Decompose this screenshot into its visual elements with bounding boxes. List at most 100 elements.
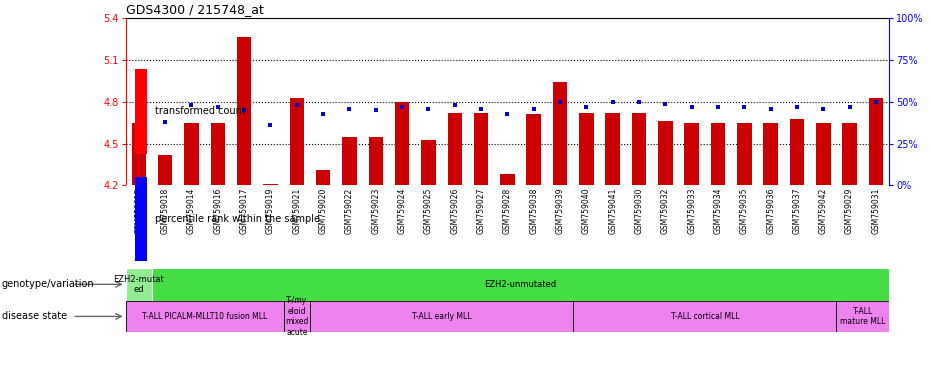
Bar	[573, 301, 836, 332]
Bar	[869, 98, 884, 185]
Text: percentile rank within the sample: percentile rank within the sample	[155, 214, 319, 224]
Point	[869, 99, 884, 105]
Bar	[263, 184, 277, 185]
Bar	[184, 123, 198, 185]
Point	[579, 104, 594, 110]
Text: GSM759018: GSM759018	[161, 188, 169, 234]
Text: GSM759017: GSM759017	[239, 188, 249, 234]
Point	[342, 106, 357, 112]
Bar	[553, 83, 567, 185]
Bar	[789, 119, 804, 185]
Bar	[684, 123, 699, 185]
Text: GSM759014: GSM759014	[187, 188, 196, 234]
Point	[421, 106, 436, 112]
Text: EZH2-mutat
ed: EZH2-mutat ed	[114, 275, 164, 294]
Text: GSM759034: GSM759034	[713, 188, 722, 235]
Text: disease state: disease state	[2, 311, 67, 321]
Bar	[836, 301, 889, 332]
Text: GSM759024: GSM759024	[398, 188, 407, 234]
Point	[553, 99, 568, 105]
Text: GSM759039: GSM759039	[556, 188, 564, 235]
Bar	[126, 268, 152, 301]
Text: GSM759035: GSM759035	[740, 188, 749, 235]
Bar	[310, 301, 573, 332]
Text: GSM759031: GSM759031	[871, 188, 881, 234]
Text: GSM759016: GSM759016	[213, 188, 223, 234]
Point	[843, 104, 857, 110]
Point	[316, 111, 331, 117]
Text: GSM759037: GSM759037	[792, 188, 802, 235]
Point	[789, 104, 804, 110]
Bar	[579, 113, 594, 185]
Text: GSM759028: GSM759028	[503, 188, 512, 234]
Text: T-ALL
mature MLL: T-ALL mature MLL	[840, 307, 885, 326]
Text: T-/my
eloid
mixed
acute: T-/my eloid mixed acute	[285, 296, 308, 336]
Text: GSM759030: GSM759030	[635, 188, 643, 235]
Bar	[210, 123, 225, 185]
Bar	[369, 137, 383, 185]
Bar	[448, 113, 462, 185]
Bar	[843, 123, 857, 185]
Bar	[658, 121, 672, 185]
Point	[500, 111, 515, 117]
Point	[263, 122, 278, 128]
Point	[684, 104, 699, 110]
Point	[290, 102, 304, 108]
Point	[184, 102, 199, 108]
Text: GSM759040: GSM759040	[582, 188, 591, 235]
Text: GSM759026: GSM759026	[451, 188, 459, 234]
Point	[710, 104, 725, 110]
Text: GSM759015: GSM759015	[134, 188, 143, 234]
Text: GSM759042: GSM759042	[818, 188, 828, 234]
Bar	[474, 113, 488, 185]
Text: GSM759023: GSM759023	[371, 188, 380, 234]
Text: GSM759032: GSM759032	[661, 188, 669, 234]
Bar	[763, 123, 778, 185]
Text: T-ALL cortical MLL: T-ALL cortical MLL	[670, 312, 739, 321]
Bar	[290, 98, 304, 185]
Text: T-ALL early MLL: T-ALL early MLL	[412, 312, 471, 321]
Point	[395, 104, 410, 110]
Text: genotype/variation: genotype/variation	[2, 279, 94, 290]
Point	[210, 104, 225, 110]
Bar	[284, 301, 310, 332]
Bar	[710, 123, 725, 185]
Bar	[131, 123, 146, 185]
Text: GDS4300 / 215748_at: GDS4300 / 215748_at	[126, 3, 263, 17]
Bar	[500, 174, 515, 185]
Bar	[236, 36, 251, 185]
Point	[447, 102, 462, 108]
Bar	[816, 123, 830, 185]
Text: T-ALL PICALM-MLLT10 fusion MLL: T-ALL PICALM-MLLT10 fusion MLL	[142, 312, 267, 321]
Text: EZH2-unmutated: EZH2-unmutated	[484, 280, 557, 289]
Text: GSM759025: GSM759025	[424, 188, 433, 234]
Bar	[632, 113, 646, 185]
Point	[605, 99, 620, 105]
Bar	[135, 69, 147, 154]
Text: GSM759021: GSM759021	[292, 188, 302, 234]
Point	[369, 107, 384, 113]
Text: GSM759036: GSM759036	[766, 188, 776, 235]
Bar	[527, 114, 541, 185]
Bar	[737, 123, 751, 185]
Point	[526, 106, 541, 112]
Text: GSM759020: GSM759020	[318, 188, 328, 234]
Point	[236, 107, 251, 113]
Bar	[605, 113, 620, 185]
Bar	[135, 177, 147, 261]
Bar	[421, 139, 436, 185]
Bar	[158, 155, 172, 185]
Point	[631, 99, 646, 105]
Point	[736, 104, 751, 110]
Text: GSM759041: GSM759041	[608, 188, 617, 234]
Point	[474, 106, 489, 112]
Point	[816, 106, 830, 112]
Text: GSM759038: GSM759038	[529, 188, 538, 234]
Bar	[343, 137, 357, 185]
Bar	[395, 102, 410, 185]
Point	[131, 104, 146, 110]
Point	[157, 119, 172, 125]
Text: GSM759027: GSM759027	[477, 188, 486, 234]
Text: GSM759022: GSM759022	[345, 188, 354, 234]
Bar	[126, 301, 284, 332]
